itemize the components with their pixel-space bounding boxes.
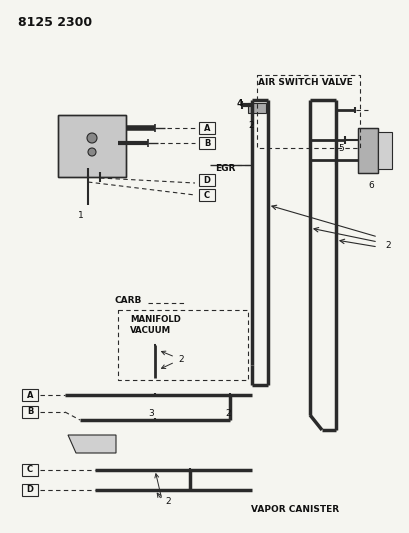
Text: A: A xyxy=(27,391,33,400)
Bar xyxy=(357,128,377,173)
Text: 4: 4 xyxy=(236,99,243,108)
Text: 2: 2 xyxy=(225,408,230,417)
Text: 2: 2 xyxy=(164,497,170,506)
Circle shape xyxy=(87,133,97,143)
Text: CARB: CARB xyxy=(115,295,142,304)
Bar xyxy=(198,174,214,186)
Bar xyxy=(22,464,38,476)
Text: 2: 2 xyxy=(384,240,390,249)
Text: C: C xyxy=(27,465,33,474)
Text: 1: 1 xyxy=(78,211,83,220)
Text: D: D xyxy=(27,486,34,495)
Bar xyxy=(198,189,214,201)
Text: VAPOR CANISTER: VAPOR CANISTER xyxy=(250,505,338,514)
Bar xyxy=(377,132,391,169)
Text: 2: 2 xyxy=(247,120,253,130)
Text: C: C xyxy=(203,190,209,199)
Text: AIR SWITCH VALVE: AIR SWITCH VALVE xyxy=(257,77,352,86)
Circle shape xyxy=(88,148,96,156)
Text: B: B xyxy=(203,139,210,148)
Bar xyxy=(22,406,38,418)
Text: MANIFOLD
VACUUM: MANIFOLD VACUUM xyxy=(130,316,180,335)
Text: 2: 2 xyxy=(178,356,183,365)
Bar xyxy=(357,128,377,173)
Text: B: B xyxy=(27,408,33,416)
Text: 3: 3 xyxy=(148,408,153,417)
Bar xyxy=(198,122,214,134)
Text: EGR: EGR xyxy=(214,164,235,173)
Bar xyxy=(247,103,265,113)
Bar xyxy=(22,389,38,401)
Bar xyxy=(58,115,126,177)
Text: 5: 5 xyxy=(337,143,343,152)
Text: A: A xyxy=(203,124,210,133)
Polygon shape xyxy=(68,435,116,453)
Bar xyxy=(22,484,38,496)
Text: D: D xyxy=(203,175,210,184)
Text: 8125 2300: 8125 2300 xyxy=(18,15,92,28)
Bar xyxy=(58,115,126,177)
Bar xyxy=(198,137,214,149)
Text: 6: 6 xyxy=(367,181,373,190)
